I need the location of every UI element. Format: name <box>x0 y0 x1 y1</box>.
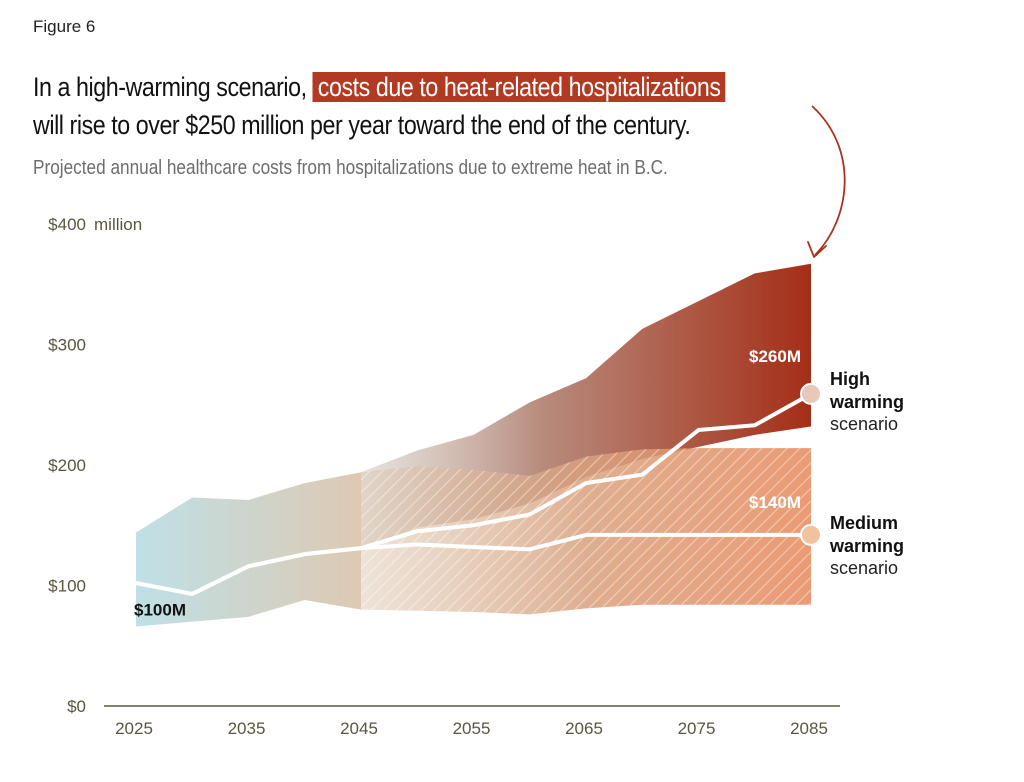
high-scenario-label-line3: scenario <box>830 414 898 434</box>
y-tick-label: $200 <box>48 456 86 475</box>
y-tick-label: $300 <box>48 336 86 355</box>
x-tick-label: 2065 <box>565 719 603 738</box>
medium-scenario-endpoint <box>800 523 822 546</box>
y-unit-label: million <box>94 215 142 234</box>
x-tick-label: 2035 <box>228 719 266 738</box>
headline-part2: will rise to over $250 million per year … <box>33 110 691 140</box>
medium-end-value-label: $140M <box>749 493 801 512</box>
x-tick-label: 2025 <box>115 719 153 738</box>
high-scenario-line <box>135 392 812 596</box>
chart-subtitle: Projected annual healthcare costs from h… <box>33 157 668 179</box>
y-tick-label: $100 <box>48 577 86 596</box>
annotation-arrowhead <box>807 241 827 258</box>
x-tick-label: 2085 <box>790 719 828 738</box>
headline: In a high-warming scenario, costs due to… <box>33 68 747 144</box>
figure-label: Figure 6 <box>33 17 96 36</box>
x-tick-label: 2075 <box>678 719 716 738</box>
high-end-value-label: $260M <box>749 347 801 366</box>
x-tick-label: 2045 <box>340 719 378 738</box>
headline-part1: In a high-warming scenario, <box>33 72 313 102</box>
medium-scenario-label-line3: scenario <box>830 558 898 578</box>
medium-scenario-label-line1: Medium <box>830 513 898 533</box>
y-tick-label: $400 <box>48 215 86 234</box>
annotation-arrow <box>811 105 846 256</box>
headline-highlight: costs due to heat-related hospitalizatio… <box>312 72 726 102</box>
y-tick-label: $0 <box>67 697 86 716</box>
medium-scenario-label-line2: warming <box>829 536 904 556</box>
high-scenario-endpoint <box>800 382 822 405</box>
x-tick-label: 2055 <box>453 719 491 738</box>
high-scenario-label-line1: High <box>830 369 870 389</box>
early-uncertainty-band <box>136 472 361 627</box>
high-scenario-label-line2: warming <box>829 392 904 412</box>
start-value-label: $100M <box>134 601 186 620</box>
medium-scenario-hatch <box>361 448 811 615</box>
